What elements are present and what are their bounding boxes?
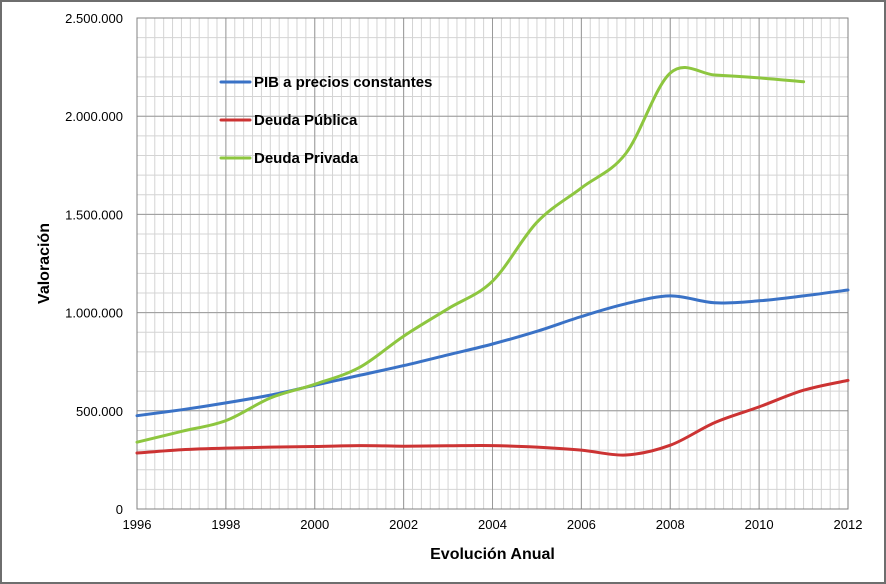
legend-item-deuda-publica: Deuda Pública (219, 112, 358, 129)
y-axis-ticks: 0 500.000 1.000.000 1.500.000 2.000.000 2.500… (65, 11, 123, 517)
x-tick-label: 2002 (389, 517, 418, 532)
y-tick-label: 1.000.000 (65, 306, 123, 321)
x-tick-label: 2012 (834, 517, 863, 532)
x-tick-label: 2000 (300, 517, 329, 532)
x-tick-label: 2010 (745, 517, 774, 532)
pib-series-line (135, 288, 850, 418)
legend-label: Deuda Privada (254, 150, 359, 167)
y-tick-label: 2.500.000 (65, 11, 123, 26)
x-tick-label: 2004 (478, 517, 507, 532)
x-tick-label: 1998 (211, 517, 240, 532)
x-tick-label: 2008 (656, 517, 685, 532)
y-tick-label: 1.500.000 (65, 207, 123, 222)
x-tick-label: 1996 (123, 517, 152, 532)
plot-area-border (136, 17, 849, 510)
y-tick-label: 500.000 (76, 404, 123, 419)
legend-item-deuda-privada: Deuda Privada (219, 150, 359, 167)
y-axis-title: Valoración (36, 223, 53, 304)
y-tick-label: 0 (116, 502, 123, 517)
legend-label: PIB a precios constantes (254, 74, 432, 91)
x-tick-label: 2006 (567, 517, 596, 532)
y-tick-label: 2.000.000 (65, 109, 123, 124)
legend-label: Deuda Pública (254, 112, 358, 129)
legend-item-pib: PIB a precios constantes (219, 74, 432, 91)
x-axis-ticks: 1996 1998 2000 2002 2004 2006 2008 2010 2012 (123, 517, 863, 532)
legend: PIB a precios constantes Deuda Pública Deu… (219, 74, 432, 167)
deuda-publica-series-line (135, 378, 850, 457)
x-axis-title: Evolución Anual (430, 546, 555, 563)
deuda-privada-series-line (135, 66, 806, 444)
series-layer (135, 66, 850, 457)
